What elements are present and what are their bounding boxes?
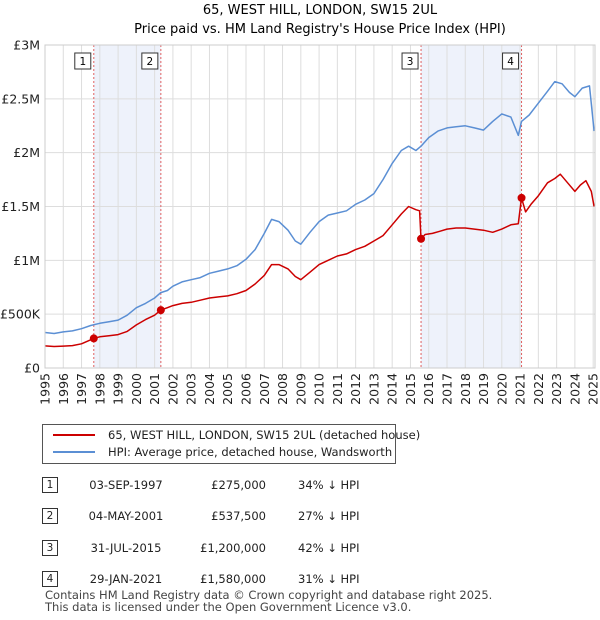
sale-points xyxy=(89,193,526,343)
x-tick-label: 2017 xyxy=(439,373,454,405)
sale-marker-label: 2 xyxy=(147,56,154,68)
price-chart: 65, WEST HILL, LONDON, SW15 2UL Price pa… xyxy=(0,3,600,405)
sale-date: 03-SEP-1997 xyxy=(89,478,163,492)
sale-point xyxy=(417,234,426,243)
sale-point xyxy=(517,193,526,202)
x-tick-label: 2013 xyxy=(366,373,381,405)
sale-date: 29-JAN-2021 xyxy=(89,572,163,586)
series-lines xyxy=(44,80,595,348)
x-tick-label: 2003 xyxy=(184,373,199,405)
footer-licence: This data is licensed under the Open Gov… xyxy=(45,600,412,614)
sale-price: £275,000 xyxy=(211,478,266,492)
x-tick-label: 1995 xyxy=(38,373,53,405)
x-tick-label: 1999 xyxy=(111,373,126,405)
x-tick-label: 2005 xyxy=(220,373,235,405)
y-tick-label: £0 xyxy=(24,361,40,376)
footer-copyright: Contains HM Land Registry data © Crown c… xyxy=(45,588,493,602)
property-price-line xyxy=(44,173,595,348)
sale-markers: 1 2 3 4 xyxy=(74,45,523,368)
legend-swatch-red xyxy=(53,434,95,436)
x-tick-label: 2016 xyxy=(421,373,436,405)
x-tick-label: 2008 xyxy=(275,373,290,405)
x-tick-label: 2006 xyxy=(238,373,253,405)
x-tick-label: 2004 xyxy=(202,373,217,405)
x-tick-label: 2023 xyxy=(549,373,564,405)
chart-subtitle: Price paid vs. HM Land Registry's House … xyxy=(134,22,506,37)
sale-number: 4 xyxy=(42,571,58,587)
x-tick-label: 2009 xyxy=(293,373,308,405)
x-tick-label: 2019 xyxy=(476,373,491,405)
x-tick-label: 2010 xyxy=(312,373,327,405)
sale-number: 2 xyxy=(42,508,58,524)
x-tick-label: 2020 xyxy=(494,373,509,405)
plot-border xyxy=(44,44,596,369)
sale-marker-label: 4 xyxy=(507,56,514,68)
x-tick-label: 2021 xyxy=(513,373,528,405)
hpi-line xyxy=(44,80,595,335)
x-tick-label: 1996 xyxy=(56,373,71,405)
x-tick-label: 2018 xyxy=(458,373,473,405)
sale-price: £1,580,000 xyxy=(200,572,266,586)
x-tick-label: 1997 xyxy=(74,373,89,405)
sale-marker-label: 1 xyxy=(79,56,86,68)
y-tick-label: £2M xyxy=(13,145,40,160)
y-tick-label: £500K xyxy=(0,307,41,322)
y-tick-label: £3M xyxy=(13,38,40,53)
x-tick-label: 2025 xyxy=(586,373,600,405)
sale-hpi-diff: 42% ↓ HPI xyxy=(298,541,360,555)
sale-marker-box xyxy=(401,52,419,70)
x-tick-label: 2024 xyxy=(567,373,582,405)
sale-date: 04-MAY-2001 xyxy=(88,509,164,523)
x-tick-label: 2001 xyxy=(147,373,162,405)
sale-price: £537,500 xyxy=(211,509,266,523)
sale-hpi-diff: 27% ↓ HPI xyxy=(298,509,360,523)
sale-hpi-diff: 31% ↓ HPI xyxy=(298,572,360,586)
sale-date: 31-JUL-2015 xyxy=(90,541,162,555)
legend-label-property: 65, WEST HILL, LONDON, SW15 2UL (detache… xyxy=(108,428,421,442)
table-row: 2 04-MAY-2001 £537,500 27% ↓ HPI xyxy=(0,504,600,534)
sale-marker-box xyxy=(502,52,520,70)
legend-swatch-blue xyxy=(53,451,95,453)
table-row: 1 03-SEP-1997 £275,000 34% ↓ HPI xyxy=(0,473,600,503)
x-tick-label: 1998 xyxy=(92,373,107,405)
x-tick-label: 2012 xyxy=(348,373,363,405)
y-tick-label: £1M xyxy=(13,253,40,268)
y-tick-label: £2.5M xyxy=(1,91,40,106)
sale-number: 1 xyxy=(42,477,58,493)
sale-number: 3 xyxy=(42,540,58,556)
sale-hpi-diff: 34% ↓ HPI xyxy=(298,478,360,492)
table-row: 4 29-JAN-2021 £1,580,000 31% ↓ HPI xyxy=(0,567,600,597)
chart-title: 65, WEST HILL, LONDON, SW15 2UL xyxy=(203,3,438,18)
sale-point xyxy=(89,334,98,343)
x-tick-label: 2011 xyxy=(330,373,345,405)
sale-price: £1,200,000 xyxy=(200,541,266,555)
y-tick-label: £1.5M xyxy=(1,199,40,214)
sale-marker-box xyxy=(74,52,92,70)
x-tick-label: 2000 xyxy=(129,373,144,405)
sale-marker-label: 3 xyxy=(407,56,414,68)
x-tick-label: 2014 xyxy=(385,373,400,405)
legend-label-hpi: HPI: Average price, detached house, Wand… xyxy=(108,445,393,459)
sale-point xyxy=(156,306,165,315)
x-tick-label: 2002 xyxy=(165,373,180,405)
sale-marker-box xyxy=(141,52,159,70)
table-row: 3 31-JUL-2015 £1,200,000 42% ↓ HPI xyxy=(0,536,600,566)
x-tick-label: 2007 xyxy=(257,373,272,405)
x-tick-label: 2015 xyxy=(403,373,418,405)
x-tick-label: 2022 xyxy=(531,373,546,405)
footer: Contains HM Land Registry data © Crown c… xyxy=(45,589,492,613)
legend: 65, WEST HILL, LONDON, SW15 2UL (detache… xyxy=(42,424,420,464)
